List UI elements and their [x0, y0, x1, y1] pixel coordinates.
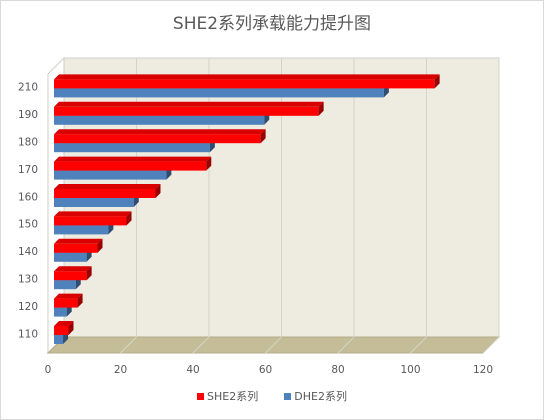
- bar-she2-top: [54, 74, 440, 80]
- bar-she2-top: [54, 266, 92, 272]
- legend-item-she2: SHE2系列: [197, 388, 258, 404]
- bar-dhe2-front: [54, 252, 87, 262]
- y-tick-label: 190: [18, 109, 38, 121]
- bar-dhe2-front: [54, 88, 384, 98]
- legend-swatch-dhe2: [284, 392, 292, 400]
- x-tick-label: 60: [259, 364, 272, 376]
- bar-she2-end: [126, 211, 132, 226]
- bar-she2-end: [97, 238, 103, 253]
- bar-she2-front: [54, 298, 78, 308]
- gridline-floor: [337, 336, 355, 354]
- bar-dhe2-front: [54, 335, 64, 344]
- bar-she2-front: [54, 243, 98, 253]
- bar-she2-front: [54, 106, 319, 116]
- bar-dhe2-front: [54, 225, 109, 235]
- bar-she2-end: [206, 156, 212, 171]
- legend-swatch-she2: [197, 392, 205, 400]
- gridline-floor: [120, 336, 137, 354]
- gridline-floor: [410, 336, 427, 354]
- bar-dhe2-front: [54, 170, 167, 180]
- bar-she2-top: [54, 156, 212, 162]
- x-tick-label: 0: [45, 364, 52, 376]
- y-tick-label: 140: [18, 246, 38, 258]
- legend-item-dhe2: DHE2系列: [284, 388, 347, 404]
- x-tick-label: 120: [473, 364, 493, 376]
- bar-she2-end: [155, 184, 161, 198]
- y-tick-label: 180: [18, 137, 38, 149]
- y-tick-label: 130: [18, 274, 38, 286]
- bar-dhe2-front: [54, 115, 265, 125]
- bar-she2-top: [54, 101, 324, 107]
- chart-title: SHE2系列承载能力提升图: [172, 14, 372, 34]
- y-tick-label: 120: [18, 301, 38, 313]
- gridline-floor: [265, 336, 282, 354]
- bar-dhe2-front: [54, 198, 134, 207]
- x-tick-label: 100: [400, 364, 420, 376]
- bar-she2-end: [260, 129, 266, 144]
- y-tick-label: 170: [18, 164, 38, 176]
- bar-she2-top: [54, 184, 161, 189]
- bar-dhe2-front: [54, 280, 76, 290]
- legend: SHE2系列 DHE2系列: [0, 388, 544, 404]
- y-tick-label: 150: [18, 219, 38, 231]
- bar-she2-top: [54, 293, 83, 299]
- x-tick-label: 40: [186, 364, 199, 376]
- bar-she2-top: [54, 211, 132, 217]
- bar-she2-front: [54, 134, 261, 144]
- x-tick-label: 20: [114, 364, 127, 376]
- legend-label-she2: SHE2系列: [207, 390, 259, 403]
- bar-she2-top: [54, 129, 266, 135]
- bar-she2-front: [54, 79, 435, 89]
- bar-she2-front: [54, 271, 87, 281]
- x-tick-label: 80: [331, 364, 344, 376]
- bar-she2-front: [54, 161, 207, 171]
- bar-she2-end: [318, 101, 324, 116]
- bar-she2-front: [54, 216, 127, 226]
- y-tick-label: 210: [18, 82, 38, 94]
- y-tick-label: 110: [18, 328, 38, 340]
- bar-she2-end: [86, 266, 92, 281]
- legend-label-dhe2: DHE2系列: [294, 390, 347, 403]
- bar-she2-front: [54, 189, 156, 198]
- bar-dhe2-front: [54, 143, 210, 153]
- bar-she2-end: [77, 293, 83, 308]
- bar-she2-end: [434, 74, 440, 89]
- y-tick-label: 160: [18, 191, 38, 203]
- bar-dhe2-front: [54, 307, 67, 317]
- bar-she2-top: [54, 321, 74, 326]
- bar-she2-end: [68, 321, 74, 335]
- bar-she2-top: [54, 238, 103, 244]
- gridline-floor: [192, 336, 210, 354]
- bar-she2-front: [54, 326, 69, 335]
- gridline-floor: [482, 336, 500, 354]
